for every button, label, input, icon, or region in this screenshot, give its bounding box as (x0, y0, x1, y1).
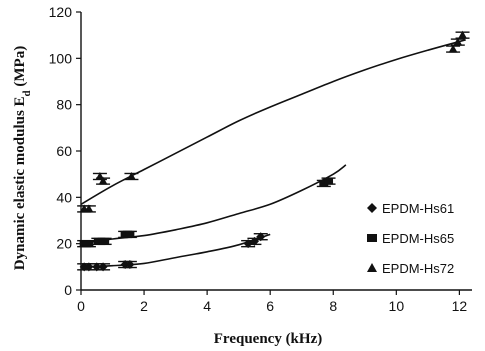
point-epdm-hs65 (125, 230, 135, 238)
x-tick-label: 2 (140, 298, 148, 314)
y-tick-label: 20 (56, 236, 72, 252)
x-tick-label: 0 (77, 298, 85, 314)
y-tick-label: 120 (49, 4, 73, 20)
point-epdm-hs61 (79, 262, 89, 272)
y-tick-label: 60 (56, 143, 72, 159)
y-tick-label: 40 (56, 189, 72, 205)
x-tick-label: 8 (329, 298, 337, 314)
point-epdm-hs65 (79, 240, 89, 248)
y-axis-title: Dynamic elastic modulus Ed (MPa) (12, 46, 33, 270)
legend-marker-epdm-hs61 (367, 203, 377, 213)
point-epdm-hs61 (84, 262, 94, 272)
y-tick-label: 0 (64, 282, 72, 298)
legend-label-epdm-hs65: EPDM-Hs65 (382, 231, 454, 246)
x-tick-label: 12 (452, 298, 468, 314)
data-points (77, 30, 470, 272)
point-epdm-hs65 (84, 240, 94, 248)
point-epdm-hs72 (448, 44, 458, 53)
trend-line-epdm-hs72 (80, 39, 466, 205)
trend-line-epdm-hs61 (80, 233, 271, 268)
y-tick-label: 100 (49, 50, 73, 66)
point-epdm-hs65 (100, 237, 110, 245)
point-epdm-hs61 (256, 232, 266, 242)
point-epdm-hs61 (125, 260, 135, 270)
point-epdm-hs72 (98, 176, 108, 185)
point-epdm-hs65 (93, 237, 103, 245)
point-epdm-hs65 (120, 230, 130, 238)
y-axis-title-main: Dynamic elastic modulus E (12, 96, 28, 270)
legend-label-epdm-hs72: EPDM-Hs72 (382, 261, 454, 276)
point-epdm-hs61 (120, 260, 130, 270)
point-epdm-hs65 (324, 177, 334, 185)
legend-marker-epdm-hs72 (367, 263, 377, 272)
point-epdm-hs61 (249, 236, 259, 246)
legend: EPDM-Hs61 EPDM-Hs65 EPDM-Hs72 (367, 201, 454, 276)
point-epdm-hs72 (458, 30, 468, 39)
point-epdm-hs61 (98, 262, 108, 272)
y-axis-title-unit: (MPa) (12, 46, 28, 91)
legend-label-epdm-hs61: EPDM-Hs61 (382, 201, 454, 216)
point-epdm-hs61 (92, 262, 102, 272)
x-tick-label: 6 (266, 298, 274, 314)
x-tick-label: 4 (203, 298, 211, 314)
x-tick-label: 10 (389, 298, 405, 314)
y-axis-title-subscript: d (21, 90, 33, 96)
point-epdm-hs72 (453, 37, 463, 46)
point-epdm-hs72 (126, 171, 136, 180)
legend-marker-epdm-hs65 (367, 234, 377, 242)
point-epdm-hs72 (84, 204, 94, 213)
y-tick-label: 80 (56, 97, 72, 113)
x-axis-title: Frequency (kHz) (214, 331, 322, 347)
